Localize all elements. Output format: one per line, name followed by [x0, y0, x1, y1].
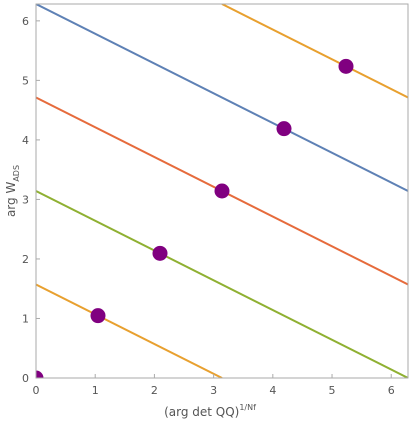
series-line-5	[221, 4, 408, 99]
series-line-1	[36, 283, 223, 378]
plot-frame	[35, 3, 409, 379]
data-point	[90, 308, 106, 324]
x-tick-label: 1	[92, 384, 99, 397]
y-axis: 0 1 2 3 4 5 6	[22, 15, 40, 385]
data-points	[36, 58, 354, 378]
y-tick-label: 6	[22, 15, 29, 28]
y-tick-label: 1	[22, 312, 29, 325]
x-tick-label: 5	[329, 384, 336, 397]
data-point	[276, 121, 292, 137]
series-line-2	[36, 190, 408, 378]
y-tick-label: 5	[22, 74, 29, 87]
x-tick-label: 4	[269, 384, 276, 397]
y-tick-label: 4	[22, 134, 29, 147]
y-tick-label: 2	[22, 253, 29, 266]
y-axis-title: arg WADS	[4, 165, 21, 217]
x-tick-label: 3	[210, 384, 217, 397]
y-tick-label: 3	[22, 193, 29, 206]
x-axis: 0 1 2 3 4 5 6	[33, 374, 395, 397]
x-tick-label: 6	[388, 384, 395, 397]
series-line-4	[36, 4, 408, 192]
data-point	[36, 370, 44, 378]
data-point	[214, 183, 230, 199]
data-point	[152, 245, 168, 261]
x-tick-label: 0	[33, 384, 40, 397]
data-point	[338, 58, 354, 74]
x-axis-title: (arg det QQ)1/Nf	[164, 403, 256, 419]
x-tick-label: 2	[151, 384, 158, 397]
y-tick-label: 0	[22, 372, 29, 385]
